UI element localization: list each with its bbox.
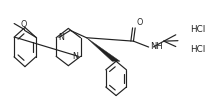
Text: NH: NH bbox=[150, 42, 163, 51]
Text: O: O bbox=[137, 18, 143, 27]
Text: N: N bbox=[72, 52, 78, 61]
Text: N: N bbox=[59, 33, 65, 42]
Text: HCl: HCl bbox=[190, 44, 205, 54]
Polygon shape bbox=[87, 38, 120, 61]
Text: O: O bbox=[21, 20, 27, 29]
Text: HCl: HCl bbox=[190, 25, 205, 34]
